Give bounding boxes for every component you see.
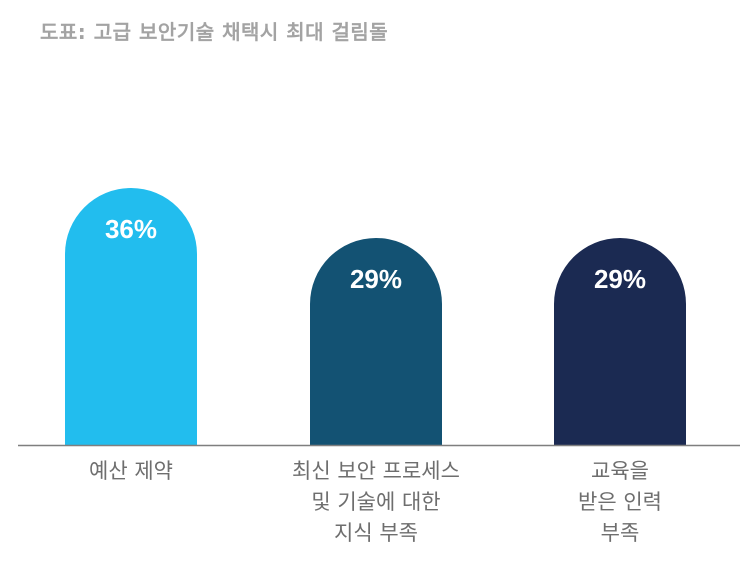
chart-title: 도표: 고급 보안기술 채택시 최대 걸림돌	[40, 20, 389, 44]
category-label-line: 받은 인력	[578, 490, 662, 514]
data-label: 36%	[105, 214, 157, 244]
category-label-line: 부족	[601, 521, 640, 545]
data-label: 29%	[594, 264, 646, 294]
category-label-line: 지식 부족	[334, 521, 418, 545]
bar	[65, 188, 197, 445]
category-label-line: 예산 제약	[89, 459, 173, 483]
bars-group: 36% 29% 29%	[65, 188, 686, 445]
category-label-line: 최신 보안 프로세스	[292, 459, 460, 483]
category-label: 예산 제약	[89, 459, 173, 483]
bar	[554, 237, 686, 445]
category-label-line: 및 기술에 대한	[311, 490, 440, 514]
data-label: 29%	[350, 264, 402, 294]
bar	[310, 237, 442, 445]
category-label-line: 교육을	[591, 459, 649, 483]
